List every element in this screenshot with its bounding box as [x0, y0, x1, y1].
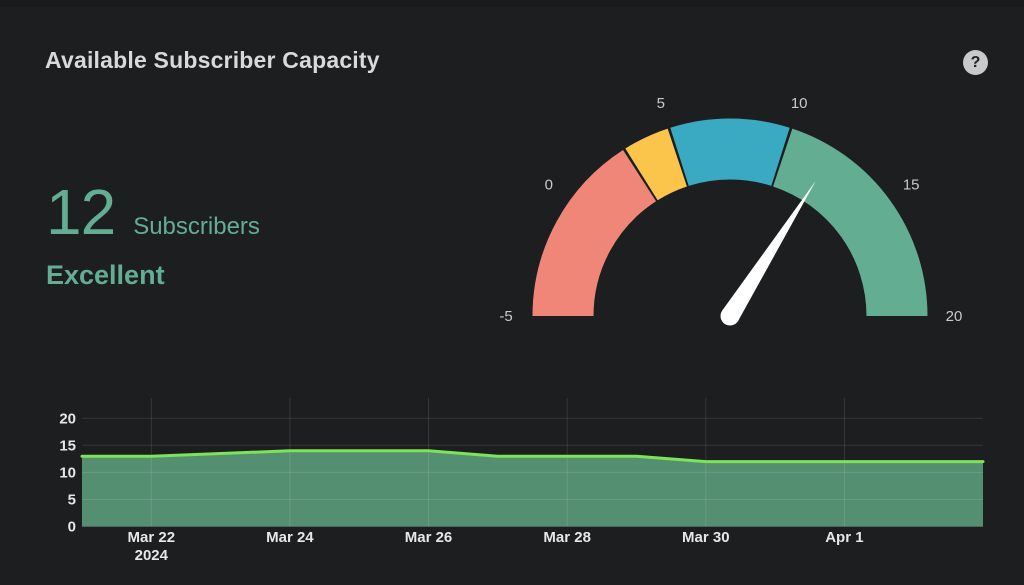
- y-axis-tick-label: 20: [59, 410, 76, 427]
- gauge-segment-critical: [532, 150, 657, 317]
- stat-block: 12 Subscribers Excellent: [46, 180, 260, 291]
- x-axis-tick-label: Mar 24: [266, 529, 314, 546]
- x-axis-tick-label: Mar 28: [543, 529, 591, 546]
- gauge-segment-warning: [625, 128, 688, 201]
- y-axis-tick-label: 15: [59, 437, 76, 454]
- x-axis-tick-label: Mar 26: [405, 529, 453, 546]
- gauge-tick-label: 15: [903, 176, 920, 193]
- stat-unit-label: Subscribers: [133, 213, 260, 240]
- y-axis-tick-label: 10: [59, 464, 76, 481]
- gauge-segment-excellent: [772, 128, 928, 317]
- capacity-line: [80, 449, 985, 464]
- gauge-tick-label: 5: [657, 95, 665, 112]
- x-axis-tick-label: Apr 1: [825, 529, 863, 546]
- panel-title: Available Subscriber Capacity: [45, 47, 380, 73]
- area-fill: [82, 450, 983, 527]
- help-button[interactable]: ?: [963, 50, 988, 75]
- y-axis-tick-label: 5: [68, 492, 76, 509]
- x-axis-tick-label: Mar 22: [128, 529, 176, 546]
- gauge-tick-label: -5: [499, 308, 512, 325]
- y-axis-tick-label: 0: [68, 519, 76, 536]
- gauge-tick-label: 10: [791, 95, 808, 112]
- x-axis-tick-label: Mar 30: [682, 529, 730, 546]
- gauge-tick-label: 20: [946, 308, 963, 325]
- gauge-segment-fair: [670, 118, 790, 187]
- stat-status-text: Excellent: [46, 260, 165, 290]
- gauge-needle: [720, 180, 816, 326]
- question-mark-icon: ?: [970, 53, 981, 71]
- gauge-tick-label: 0: [545, 176, 553, 193]
- x-axis-year-label: 2024: [135, 547, 169, 564]
- capacity-gauge: -5 0 5 10 15 20: [499, 95, 963, 326]
- stat-value: 12: [46, 176, 116, 248]
- page-top-edge: [0, 0, 1024, 7]
